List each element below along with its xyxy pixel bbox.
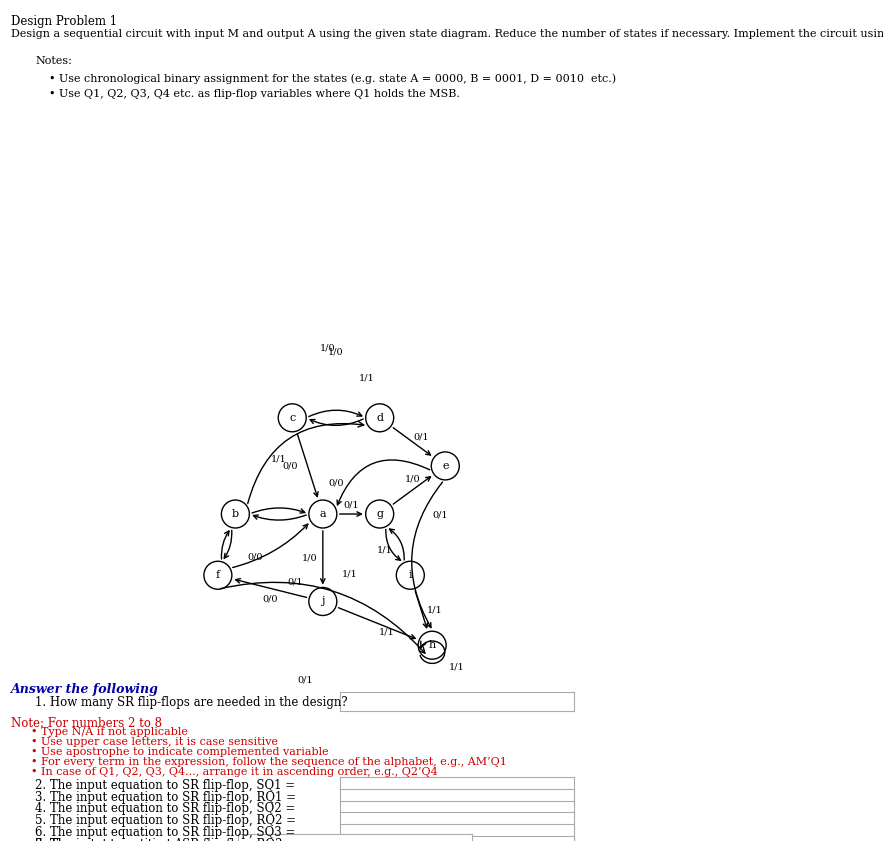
Text: • For every term in the expression, follow the sequence of the alphabet, e.g., A: • For every term in the expression, foll… bbox=[31, 757, 507, 767]
Text: 0/1: 0/1 bbox=[298, 675, 313, 685]
FancyArrowPatch shape bbox=[340, 512, 361, 516]
Text: g: g bbox=[376, 509, 383, 519]
FancyArrowPatch shape bbox=[393, 477, 431, 504]
Text: Design a sequential circuit with input M and output A using the given state diag: Design a sequential circuit with input M… bbox=[11, 29, 883, 39]
FancyArrowPatch shape bbox=[338, 608, 415, 639]
Text: 1/1: 1/1 bbox=[358, 373, 374, 383]
Text: 6. The input equation to SR flip-flop, SQ3 =: 6. The input equation to SR flip-flop, S… bbox=[35, 826, 296, 838]
Text: Note: For numbers 2 to 8: Note: For numbers 2 to 8 bbox=[11, 717, 162, 729]
Text: 0/0: 0/0 bbox=[248, 553, 263, 561]
Text: a: a bbox=[320, 509, 326, 519]
Text: 3. The input equation to SR flip-flop, RQ1 =: 3. The input equation to SR flip-flop, R… bbox=[35, 791, 297, 803]
Text: 1/1: 1/1 bbox=[342, 569, 358, 579]
FancyArrowPatch shape bbox=[222, 531, 229, 559]
Text: 7. The input equation to SR flip-flop, RQ3 =: 7. The input equation to SR flip-flop, R… bbox=[35, 838, 297, 841]
FancyArrowPatch shape bbox=[310, 419, 363, 426]
FancyArrowPatch shape bbox=[224, 530, 232, 558]
FancyArrowPatch shape bbox=[236, 579, 306, 597]
Text: • Use apostrophe to indicate complemented variable: • Use apostrophe to indicate complemente… bbox=[31, 747, 328, 757]
Text: • In case of Q1, Q2, Q3, Q4..., arrange it in ascending order, e.g., Q2’Q4: • In case of Q1, Q2, Q3, Q4..., arrange … bbox=[31, 767, 438, 777]
Text: 5. The input equation to SR flip-flop, RQ2 =: 5. The input equation to SR flip-flop, R… bbox=[35, 814, 297, 827]
Text: 1/0: 1/0 bbox=[404, 474, 420, 484]
Text: 4. The input equation to SR flip-flop, SQ2 =: 4. The input equation to SR flip-flop, S… bbox=[35, 802, 296, 815]
FancyArrowPatch shape bbox=[393, 428, 431, 455]
Text: b: b bbox=[232, 509, 239, 519]
Text: • Use chronological binary assignment for the states (e.g. state A = 0000, B = 0: • Use chronological binary assignment fo… bbox=[49, 73, 615, 83]
Text: 2. The input equation to SR flip-flop, SQ1 =: 2. The input equation to SR flip-flop, S… bbox=[35, 779, 296, 791]
Text: j: j bbox=[321, 596, 325, 606]
Text: 0/0: 0/0 bbox=[283, 462, 298, 470]
Text: h: h bbox=[428, 640, 436, 650]
Text: 0/0: 0/0 bbox=[262, 595, 278, 604]
FancyArrowPatch shape bbox=[415, 591, 427, 627]
Text: 1. How many SR flip-flops are needed in the design?: 1. How many SR flip-flops are needed in … bbox=[35, 696, 348, 708]
FancyArrowPatch shape bbox=[411, 482, 442, 627]
Text: 1/1: 1/1 bbox=[271, 455, 287, 464]
Text: • Type N/A if not applicable: • Type N/A if not applicable bbox=[31, 727, 188, 737]
FancyArrowPatch shape bbox=[252, 508, 305, 513]
Text: 1/1: 1/1 bbox=[379, 627, 394, 637]
Text: i: i bbox=[409, 570, 412, 580]
FancyArrowPatch shape bbox=[253, 515, 306, 520]
Text: Answer the following: Answer the following bbox=[11, 683, 158, 696]
FancyArrowPatch shape bbox=[309, 410, 362, 416]
Text: c: c bbox=[289, 413, 295, 423]
Text: 0/1: 0/1 bbox=[288, 577, 304, 586]
Text: 0/1: 0/1 bbox=[343, 500, 359, 510]
Text: • Use upper case letters, it is case sensitive: • Use upper case letters, it is case sen… bbox=[31, 737, 278, 747]
Text: 0/1: 0/1 bbox=[433, 510, 449, 520]
Text: 1/1: 1/1 bbox=[376, 546, 392, 554]
Text: 0/1: 0/1 bbox=[413, 433, 429, 442]
Text: d: d bbox=[376, 413, 383, 423]
FancyArrowPatch shape bbox=[386, 529, 401, 560]
Text: 0/0: 0/0 bbox=[328, 479, 343, 488]
Text: 1/1: 1/1 bbox=[449, 662, 464, 671]
Text: f: f bbox=[215, 570, 220, 580]
Text: 1/0: 1/0 bbox=[328, 347, 343, 357]
FancyArrowPatch shape bbox=[321, 531, 325, 583]
Text: e: e bbox=[442, 461, 449, 471]
Text: Notes:: Notes: bbox=[35, 56, 72, 66]
Text: 1/1: 1/1 bbox=[426, 606, 442, 615]
FancyArrowPatch shape bbox=[298, 434, 318, 496]
Text: 1/0: 1/0 bbox=[320, 343, 335, 352]
Text: Design Problem 1: Design Problem 1 bbox=[11, 15, 117, 28]
FancyArrowPatch shape bbox=[389, 529, 404, 560]
Text: 1/0: 1/0 bbox=[302, 553, 318, 563]
Text: • Use Q1, Q2, Q3, Q4 etc. as flip-flop variables where Q1 holds the MSB.: • Use Q1, Q2, Q3, Q4 etc. as flip-flop v… bbox=[49, 89, 459, 99]
FancyArrowPatch shape bbox=[337, 460, 430, 505]
Text: 8. The output equation A =: 8. The output equation A = bbox=[35, 838, 197, 841]
FancyArrowPatch shape bbox=[232, 524, 308, 568]
